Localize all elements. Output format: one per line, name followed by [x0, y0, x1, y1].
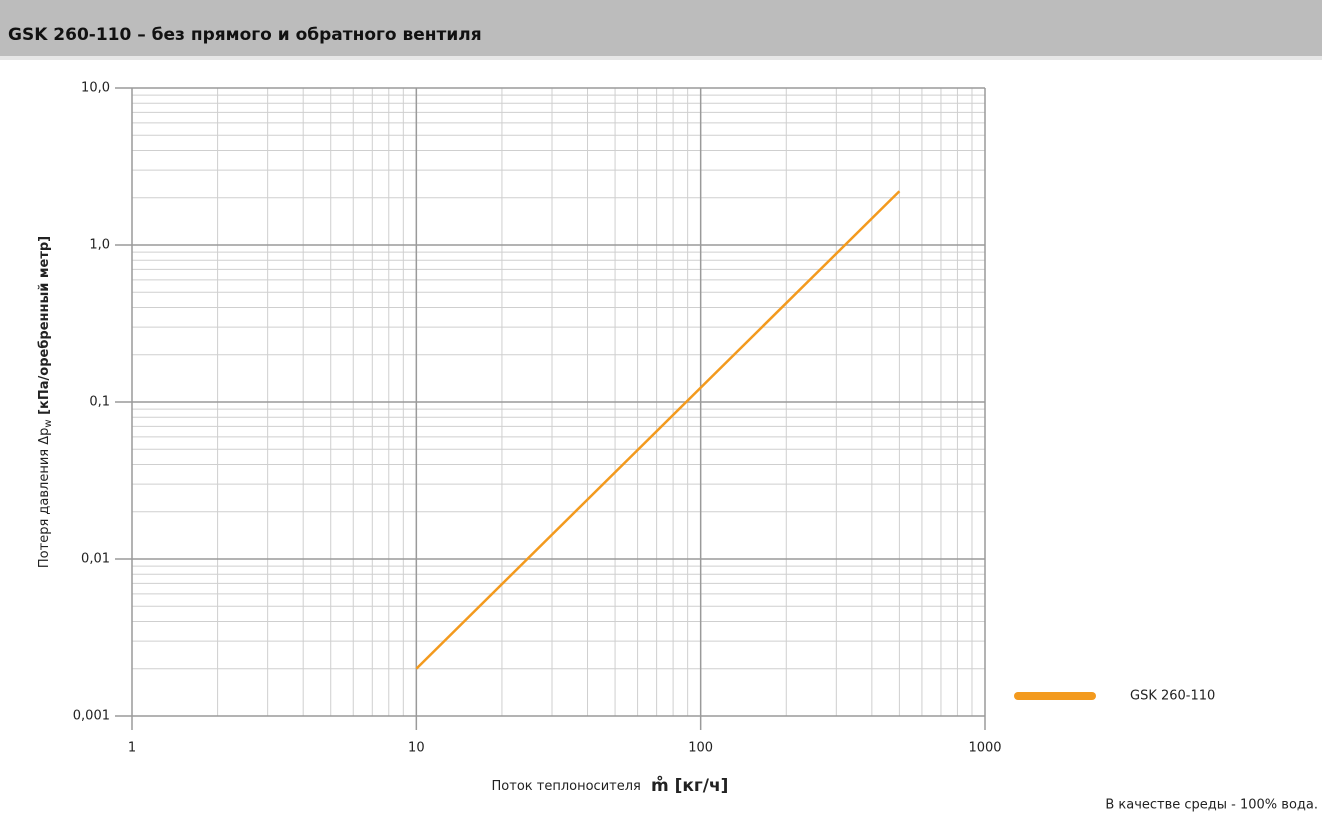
x-tick-label: 10 [408, 741, 425, 756]
y-tick-label: 10,0 [81, 81, 110, 96]
chart-title: GSK 260-110 – без прямого и обратного ве… [8, 25, 482, 45]
y-label-text: Потеря давления Δp [37, 428, 52, 568]
y-tick-label: 0,001 [73, 709, 110, 724]
note: В качестве среды - 100% вода. [1105, 798, 1318, 813]
x-label-unit: m̊ [кг/ч] [651, 774, 728, 796]
y-label-sub: w [43, 419, 54, 427]
x-label-text: Поток теплоносителя [492, 779, 641, 794]
y-tick-label: 1,0 [89, 238, 110, 253]
x-tick-label: 1 [128, 741, 136, 756]
y-axis-label: Потеря давления Δpw [кПа/оребренный метр… [37, 236, 55, 568]
y-tick-label: 0,1 [89, 395, 110, 410]
x-axis-label: Поток теплоносителя m̊ [кг/ч] [492, 774, 729, 796]
x-tick-label: 100 [688, 741, 713, 756]
data-line [415, 190, 901, 670]
y-tick-label: 0,01 [81, 552, 110, 567]
x-tick-label: 1000 [968, 741, 1001, 756]
legend-label: GSK 260-110 [1130, 689, 1215, 704]
header-bar [0, 0, 1322, 56]
y-label-unit: [кПа/оребренный метр] [37, 236, 52, 420]
header-rule [0, 56, 1322, 60]
